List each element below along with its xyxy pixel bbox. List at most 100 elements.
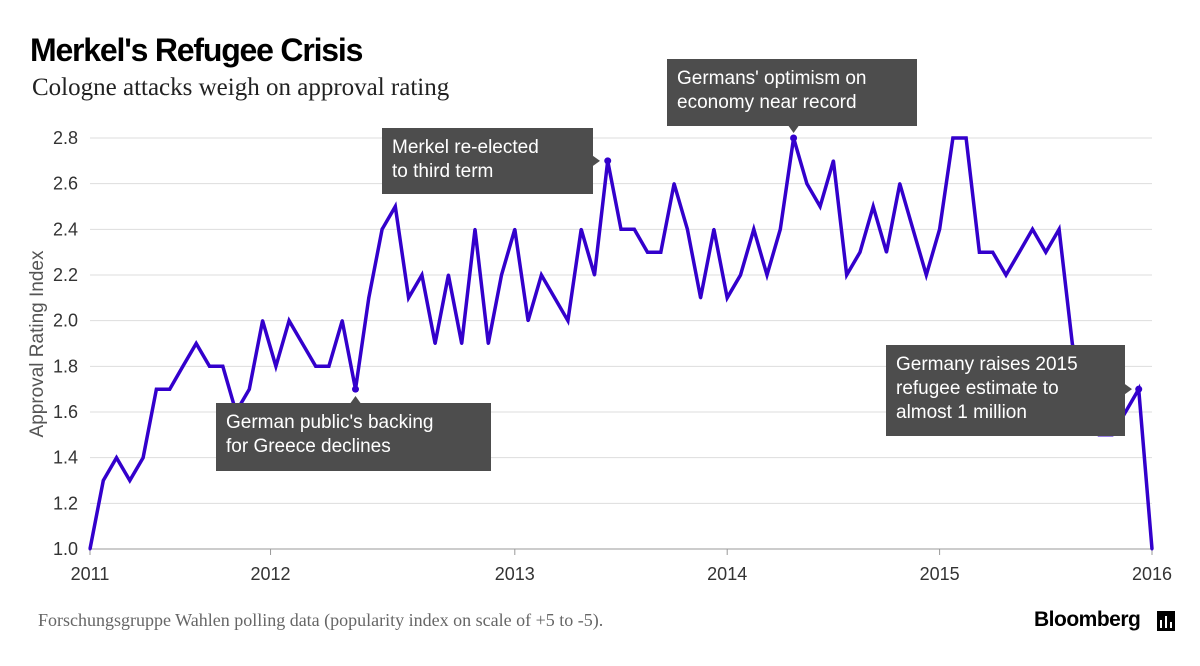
x-tick-label: 2013: [495, 564, 535, 584]
source-note: Forschungsgruppe Wahlen polling data (po…: [38, 610, 604, 630]
data-point: [885, 250, 888, 254]
data-point: [539, 273, 543, 277]
bloomberg-logo: Bloomberg: [1034, 608, 1141, 631]
y-tick-label: 1.4: [53, 448, 78, 468]
annotated-point: [352, 385, 359, 393]
data-point: [592, 273, 596, 277]
annotation-greece-text: German public's backing for Greece decli…: [226, 412, 434, 457]
data-point: [181, 364, 185, 368]
chart-subtitle: Cologne attacks weigh on approval rating: [32, 74, 450, 101]
data-point: [553, 296, 557, 300]
data-point: [831, 159, 835, 163]
data-point: [194, 342, 198, 345]
data-point: [513, 227, 517, 231]
y-tick-label: 2.0: [53, 311, 78, 331]
data-point: [486, 342, 490, 345]
data-point: [247, 387, 251, 391]
data-point: [991, 250, 995, 254]
y-tick-label: 1.6: [53, 402, 78, 422]
series-group: [88, 136, 1154, 551]
data-point: [221, 364, 225, 368]
data-point: [765, 273, 769, 277]
annotation-refugee-text: Germany raises 2015 refugee estimate to …: [896, 354, 1078, 423]
data-point: [420, 273, 424, 277]
annotation-pointer: [593, 155, 600, 166]
x-tick-label: 2016: [1132, 564, 1172, 584]
data-point: [526, 319, 530, 323]
y-tick-label: 2.8: [53, 128, 78, 148]
data-point: [340, 319, 344, 323]
data-point: [858, 250, 862, 254]
data-point: [898, 182, 902, 186]
data-point: [261, 319, 265, 323]
data-point: [659, 250, 663, 254]
data-point: [672, 182, 676, 186]
data-point: [154, 387, 158, 391]
data-point: [845, 273, 849, 277]
annotated-point: [1135, 385, 1143, 393]
data-point: [115, 456, 119, 460]
data-point: [977, 250, 981, 254]
data-point: [500, 273, 504, 277]
chart-title: Merkel's Refugee Crisis: [30, 32, 363, 68]
data-point: [300, 342, 304, 345]
data-point: [938, 227, 942, 231]
y-tick-label: 1.8: [53, 356, 78, 376]
data-point: [168, 387, 172, 391]
data-point: [274, 364, 278, 368]
data-point: [88, 547, 92, 551]
data-point: [380, 227, 384, 231]
y-tick-label: 1.0: [53, 539, 78, 559]
data-point: [314, 364, 318, 368]
data-point: [725, 296, 729, 300]
data-point: [964, 136, 968, 140]
annotation-refugee: Germany raises 2015 refugee estimate to …: [886, 345, 1125, 436]
data-point: [327, 364, 331, 368]
x-tick-label: 2015: [920, 564, 960, 584]
data-point: [579, 227, 583, 231]
data-point: [1017, 250, 1021, 254]
approval-rating-line: [88, 136, 1154, 550]
data-point: [128, 479, 132, 482]
data-point: [287, 319, 291, 323]
data-point: [473, 227, 477, 231]
data-point: [141, 456, 145, 460]
data-point: [646, 250, 650, 254]
data-point: [951, 136, 955, 140]
annotated-point: [790, 134, 798, 142]
y-tick-label: 1.2: [53, 493, 78, 513]
y-tick-label: 2.4: [53, 219, 78, 239]
data-point: [924, 273, 928, 277]
data-point: [619, 227, 623, 231]
data-point: [367, 296, 371, 300]
annotation-economy-text: Germans' optimism on economy near record: [677, 68, 867, 113]
annotation-reelection-text: Merkel re-elected to third term: [392, 137, 539, 182]
data-point: [712, 227, 716, 231]
data-point: [1150, 547, 1154, 551]
grid-lines: [90, 137, 1152, 550]
data-point: [1057, 227, 1061, 231]
annotation-greece: German public's backing for Greece decli…: [216, 403, 491, 471]
annotation-markers: [350, 126, 1143, 403]
data-point: [460, 342, 464, 345]
data-point: [1031, 227, 1035, 231]
x-tick-label: 2011: [71, 564, 110, 584]
data-point: [699, 296, 703, 300]
data-point: [778, 227, 782, 231]
data-point: [101, 479, 105, 482]
data-point: [818, 205, 822, 208]
data-point: [407, 296, 411, 300]
data-point: [632, 227, 636, 231]
data-point: [1070, 342, 1074, 345]
data-point: [805, 182, 809, 186]
annotation-pointer: [350, 396, 361, 403]
annotation-pointer: [788, 126, 799, 133]
data-point: [911, 227, 915, 231]
x-axis-ticks: 2011 2012 2013 2014 2015 2016: [71, 549, 1172, 584]
bloomberg-chart-icon: [1157, 611, 1175, 631]
data-point: [685, 227, 689, 231]
data-point: [446, 273, 450, 277]
data-point: [1004, 273, 1008, 277]
data-point: [566, 319, 570, 323]
